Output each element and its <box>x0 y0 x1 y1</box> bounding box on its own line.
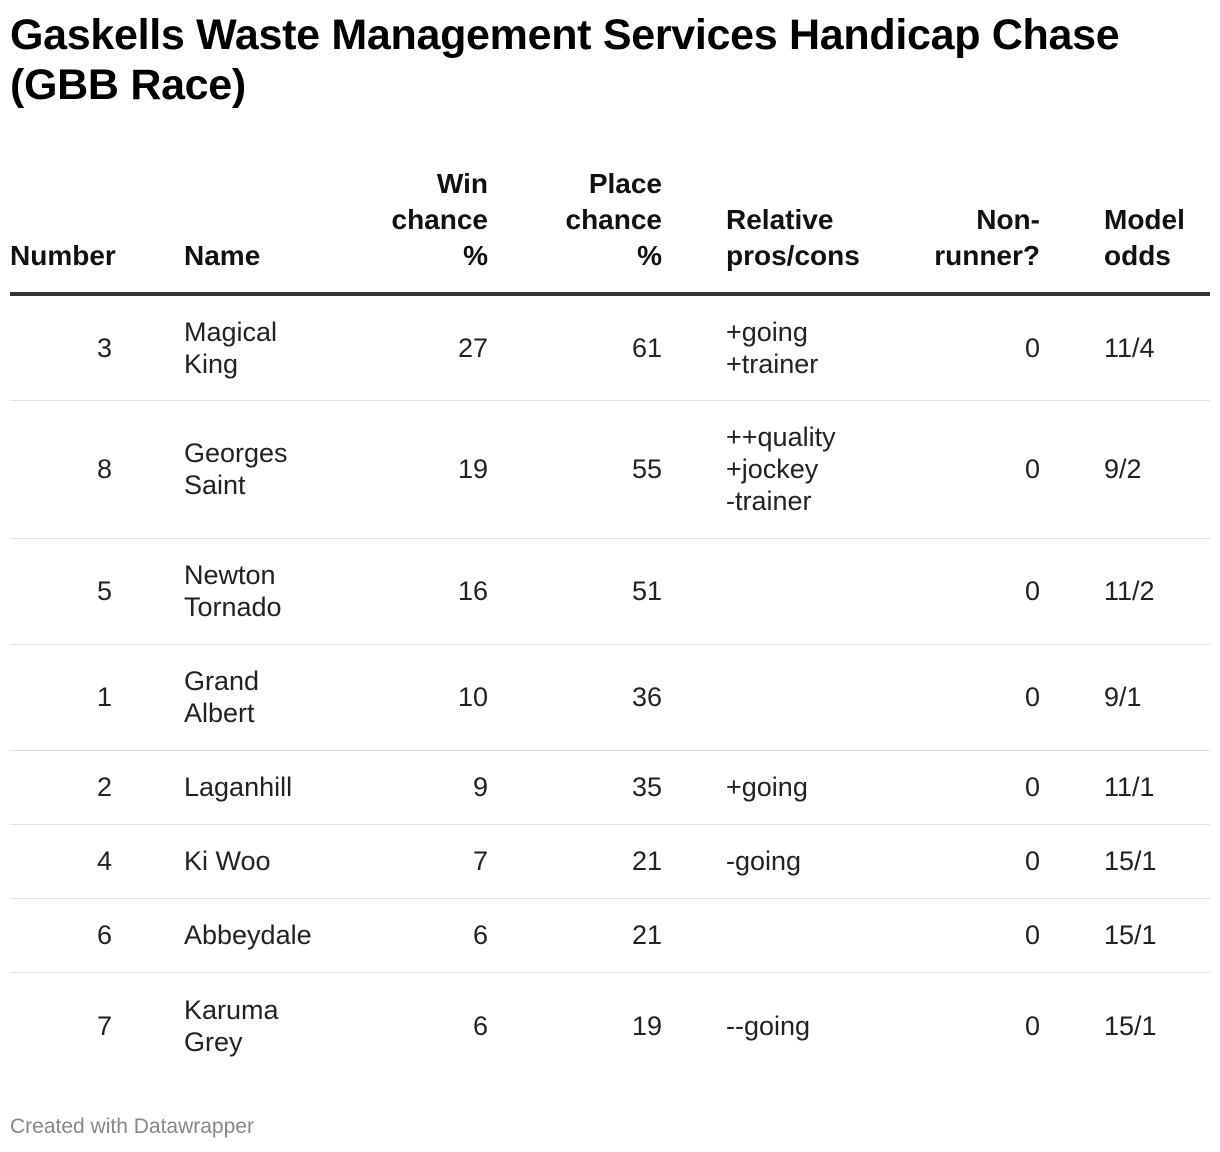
cell-name: Magical King <box>160 294 340 401</box>
cell-place-chance: 61 <box>488 294 662 401</box>
table-row: 3 Magical King 27 61 +going +trainer 0 11/4 <box>10 294 1210 401</box>
cell-non-runner: 0 <box>902 750 1040 825</box>
cell-win-chance: 6 <box>340 898 488 973</box>
cell-non-runner: 0 <box>902 644 1040 751</box>
cell-place-chance: 55 <box>488 400 662 539</box>
cell-pros-cons <box>662 538 902 645</box>
table-row: 6 Abbeydale 6 21 0 15/1 <box>10 898 1210 973</box>
cell-model-odds: 11/1 <box>1040 750 1210 825</box>
cell-pros-cons <box>662 898 902 973</box>
cell-name: Laganhill <box>160 750 340 825</box>
header-place-chance[interactable]: Place chance % <box>488 166 662 296</box>
cell-name: Newton Tornado <box>160 538 340 645</box>
cell-pros-cons: -going <box>662 824 902 899</box>
header-name[interactable]: Name <box>160 166 340 296</box>
cell-name: Karuma Grey <box>184 995 279 1058</box>
table-body: 3 Magical King 27 61 +going +trainer 0 11/4 8 Ge… <box>10 294 1210 1080</box>
cell-model-odds: 15/1 <box>1040 824 1210 899</box>
header-model-odds[interactable]: Model odds <box>1040 166 1210 296</box>
cell-place-chance: 21 <box>488 898 662 973</box>
cell-non-runner: 0 <box>1024 1011 1040 1042</box>
cell-win-chance: 9 <box>340 750 488 825</box>
table-row: 7 Karuma Grey 6 19 --going 0 15/1 <box>10 972 1210 1080</box>
header-number[interactable]: Number <box>10 166 160 296</box>
cell-win-chance: 7 <box>340 824 488 899</box>
header-row: Number Name Win chance % Place chance % … <box>10 166 1210 296</box>
cell-non-runner: 0 <box>902 898 1040 973</box>
table-row: 8 Georges Saint 19 55 ++quality +jockey -tra… <box>10 400 1210 539</box>
table-row: 4 Ki Woo 7 21 -going 0 15/1 <box>10 824 1210 899</box>
cell-model-odds: 9/2 <box>1040 400 1210 539</box>
cell-name: Abbeydale <box>160 898 340 973</box>
chart-title: Gaskells Waste Management Services Handi… <box>10 11 1120 109</box>
cell-number: 6 <box>10 898 160 973</box>
table-row: 5 Newton Tornado 16 51 0 11/2 <box>10 538 1210 645</box>
cell-win-chance: 6 <box>472 1011 488 1042</box>
race-table: Number Name Win chance % Place chance % … <box>10 166 1210 1080</box>
cell-model-odds: 15/1 <box>1040 898 1210 973</box>
header-non-runner[interactable]: Non- runner? <box>902 166 1040 296</box>
cell-model-odds: 11/2 <box>1040 538 1210 645</box>
cell-name: Ki Woo <box>160 824 340 899</box>
header-pros-cons[interactable]: Relative pros/cons <box>662 166 902 296</box>
cell-model-odds: 11/4 <box>1040 294 1210 401</box>
cell-win-chance: 27 <box>340 294 488 401</box>
cell-place-chance: 36 <box>488 644 662 751</box>
cell-number: 7 <box>96 1011 112 1042</box>
cell-number: 8 <box>10 400 160 539</box>
header-win-chance[interactable]: Win chance % <box>340 166 488 296</box>
cell-non-runner: 0 <box>902 824 1040 899</box>
cell-name: Georges Saint <box>160 400 340 539</box>
cell-non-runner: 0 <box>902 400 1040 539</box>
cell-pros-cons <box>662 644 902 751</box>
cell-non-runner: 0 <box>902 294 1040 401</box>
cell-model-odds: 9/1 <box>1040 644 1210 751</box>
cell-number: 5 <box>10 538 160 645</box>
datawrapper-credit[interactable]: Created with Datawrapper <box>10 1115 254 1138</box>
cell-pros-cons: +going +trainer <box>662 294 902 401</box>
cell-win-chance: 16 <box>340 538 488 645</box>
cell-win-chance: 10 <box>340 644 488 751</box>
cell-win-chance: 19 <box>340 400 488 539</box>
cell-place-chance: 19 <box>631 1011 662 1042</box>
cell-number: 2 <box>10 750 160 825</box>
cell-model-odds: 15/1 <box>1104 1011 1157 1042</box>
cell-place-chance: 35 <box>488 750 662 825</box>
cell-non-runner: 0 <box>902 538 1040 645</box>
cell-place-chance: 51 <box>488 538 662 645</box>
cell-number: 1 <box>10 644 160 751</box>
cell-pros-cons: +going <box>662 750 902 825</box>
cell-pros-cons: --going <box>726 1011 811 1042</box>
cell-number: 4 <box>10 824 160 899</box>
cell-name: Grand Albert <box>160 644 340 751</box>
cell-pros-cons: ++quality +jockey -trainer <box>662 400 902 539</box>
table-row: 2 Laganhill 9 35 +going 0 11/1 <box>10 750 1210 825</box>
cell-place-chance: 21 <box>488 824 662 899</box>
cell-number: 3 <box>10 294 160 401</box>
table-row: 1 Grand Albert 10 36 0 9/1 <box>10 644 1210 751</box>
